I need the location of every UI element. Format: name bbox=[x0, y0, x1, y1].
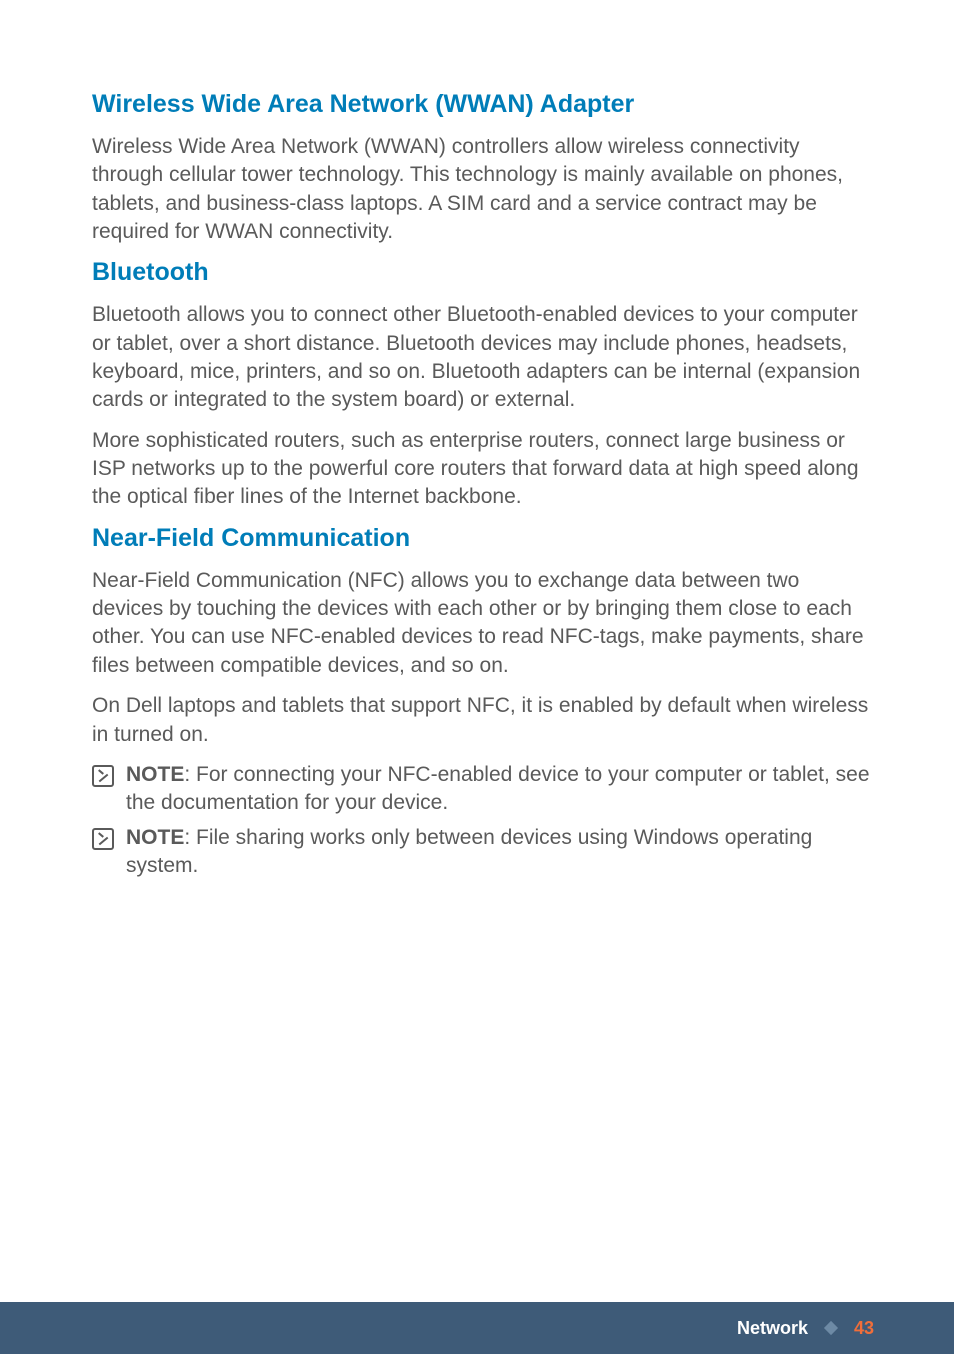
footer-page-number: 43 bbox=[854, 1318, 874, 1339]
heading-wwan: Wireless Wide Area Network (WWAN) Adapte… bbox=[92, 90, 874, 119]
note-icon bbox=[92, 828, 114, 850]
document-page: Wireless Wide Area Network (WWAN) Adapte… bbox=[0, 0, 954, 1354]
heading-bluetooth: Bluetooth bbox=[92, 258, 874, 287]
note-icon bbox=[92, 765, 114, 787]
paragraph-wwan: Wireless Wide Area Network (WWAN) contro… bbox=[92, 133, 874, 246]
note-label: NOTE bbox=[126, 763, 184, 786]
note-body: : For connecting your NFC-enabled device… bbox=[126, 763, 870, 814]
footer-section-label: Network bbox=[737, 1318, 808, 1339]
paragraph-nfc-1: Near-Field Communication (NFC) allows yo… bbox=[92, 567, 874, 680]
note-label: NOTE bbox=[126, 826, 184, 849]
note-text-1: NOTE: For connecting your NFC-enabled de… bbox=[122, 761, 874, 818]
note-row-1: NOTE: For connecting your NFC-enabled de… bbox=[92, 761, 874, 818]
paragraph-bluetooth-2: More sophisticated routers, such as ente… bbox=[92, 427, 874, 512]
note-text-2: NOTE: File sharing works only between de… bbox=[122, 824, 874, 881]
page-footer: Network 43 bbox=[0, 1302, 954, 1354]
note-row-2: NOTE: File sharing works only between de… bbox=[92, 824, 874, 881]
heading-nfc: Near-Field Communication bbox=[92, 524, 874, 553]
diamond-icon bbox=[824, 1321, 838, 1335]
note-body: : File sharing works only between device… bbox=[126, 826, 812, 877]
paragraph-bluetooth-1: Bluetooth allows you to connect other Bl… bbox=[92, 301, 874, 414]
paragraph-nfc-2: On Dell laptops and tablets that support… bbox=[92, 692, 874, 749]
